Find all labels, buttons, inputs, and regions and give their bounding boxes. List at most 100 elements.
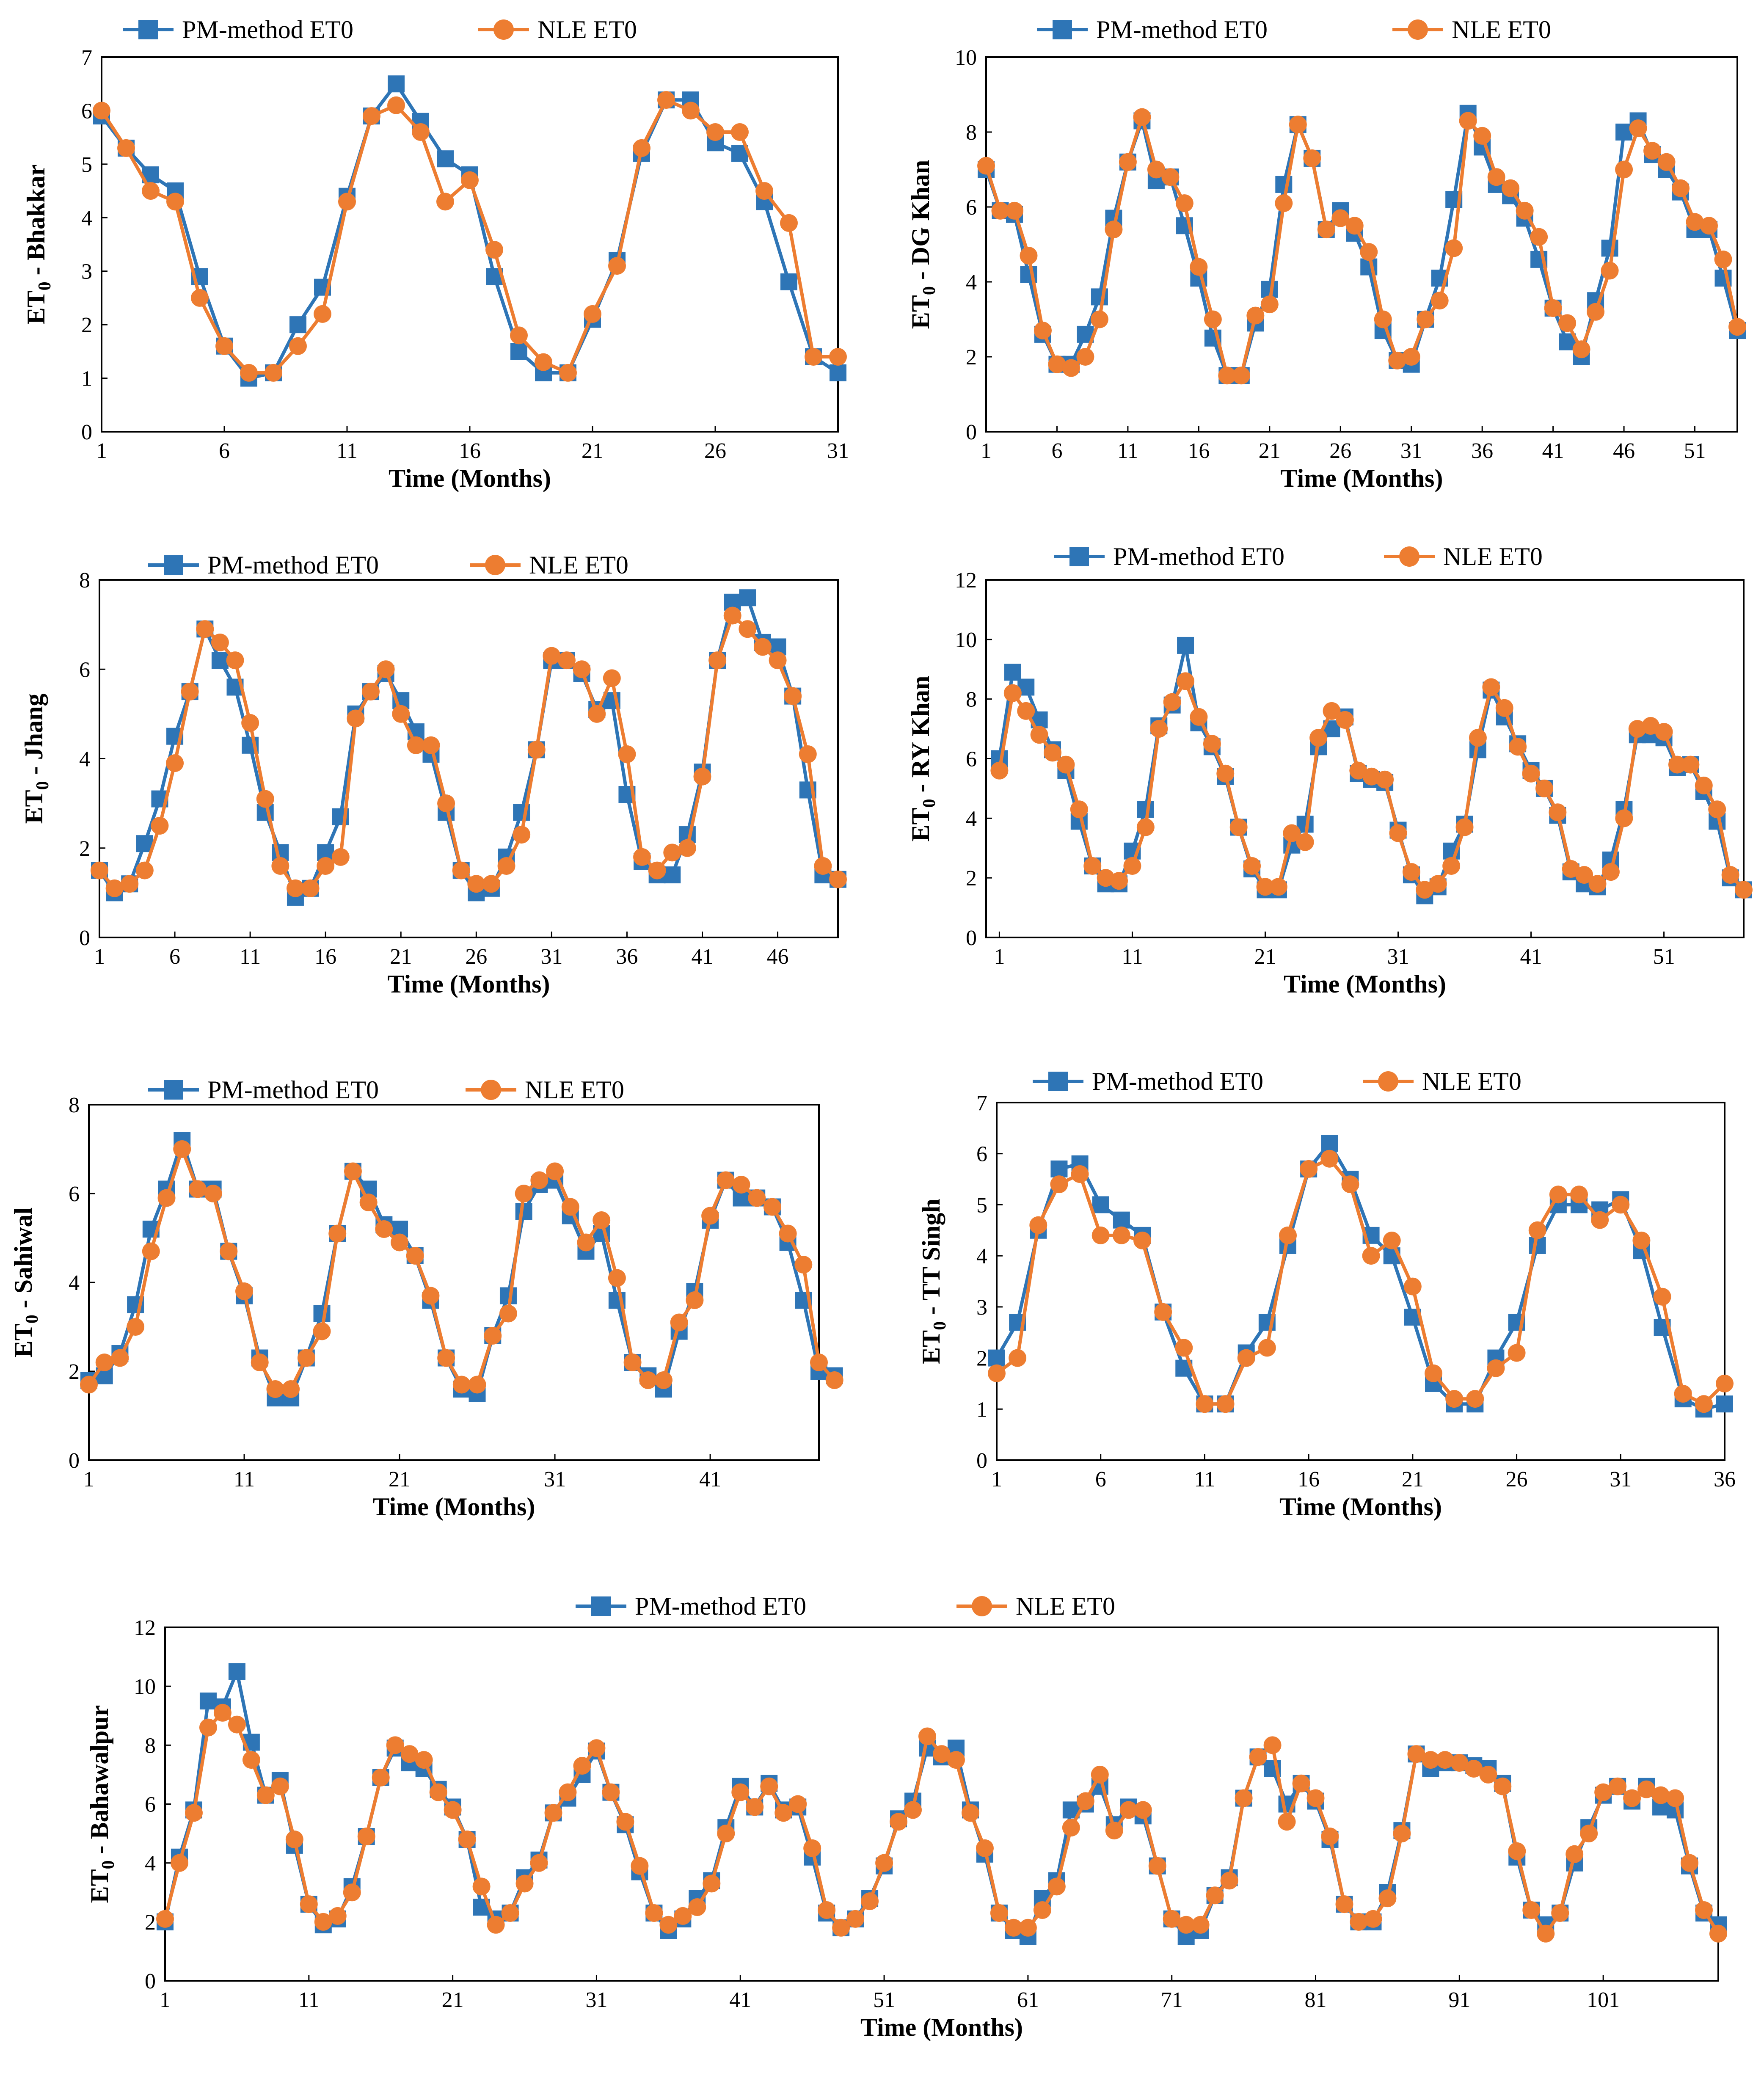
- data-point-nle: [1551, 1904, 1569, 1922]
- data-point-nle: [1430, 292, 1449, 310]
- data-point-nle: [1044, 744, 1062, 762]
- data-point-nle: [256, 790, 274, 808]
- x-tick-label: 1: [981, 439, 992, 463]
- data-point-pm: [199, 1692, 217, 1709]
- data-point-nle: [1383, 1231, 1401, 1249]
- data-point-nle: [127, 1318, 145, 1336]
- data-point-nle: [391, 1233, 409, 1252]
- x-tick-label: 1: [94, 945, 105, 969]
- data-point-nle: [300, 1895, 318, 1913]
- data-point-nle: [1686, 213, 1704, 231]
- data-point-nle: [1105, 221, 1123, 239]
- data-point-nle: [461, 171, 479, 189]
- y-tick-label: 6: [976, 1142, 987, 1166]
- x-tick-label: 6: [219, 439, 230, 463]
- data-point-nle: [1714, 250, 1732, 268]
- y-tick-label: 6: [79, 658, 90, 682]
- data-point-nle: [156, 1910, 174, 1928]
- y-axis-title: ET0 - Bhakkar: [22, 165, 55, 325]
- data-point-nle: [1309, 729, 1328, 747]
- data-point-nle: [142, 182, 160, 200]
- y-tick-label: 1: [976, 1398, 987, 1422]
- data-point-nle: [1436, 1751, 1454, 1769]
- data-point-nle: [1070, 800, 1088, 819]
- data-point-nle: [1029, 1216, 1047, 1234]
- data-point-nle: [1033, 1901, 1051, 1919]
- y-axis-title-prefix: ET: [85, 1869, 113, 1903]
- data-point-nle: [170, 1854, 188, 1872]
- x-tick-label: 11: [1194, 1467, 1215, 1492]
- data-point-nle: [805, 348, 822, 366]
- data-point-nle: [422, 1287, 440, 1305]
- data-point-nle: [1695, 776, 1713, 794]
- x-tick-label: 51: [1653, 945, 1675, 969]
- data-point-nle: [1695, 1901, 1713, 1919]
- data-point-nle: [1258, 1339, 1276, 1357]
- data-point-nle: [1442, 857, 1461, 875]
- series-line-nle: [984, 115, 1739, 378]
- x-tick-label: 71: [1161, 1988, 1183, 2012]
- data-point-nle: [1350, 1913, 1368, 1931]
- data-point-nle: [1133, 108, 1151, 126]
- data-point-nle: [266, 1380, 284, 1398]
- data-point-nle: [829, 870, 847, 888]
- y-tick-label: 8: [145, 1734, 156, 1758]
- data-point-nle: [527, 741, 546, 759]
- data-point-nle: [1148, 1857, 1166, 1875]
- data-point-nle: [755, 182, 773, 200]
- data-point-nle: [1653, 1287, 1671, 1306]
- data-point-nle: [1047, 1877, 1066, 1896]
- data-point-nle: [1652, 1786, 1670, 1804]
- data-point-nle: [1218, 367, 1236, 385]
- data-point-nle: [587, 1739, 606, 1757]
- y-tick-label: 7: [976, 1091, 987, 1115]
- x-tick-label: 61: [1017, 1988, 1039, 2012]
- data-point-nle: [846, 1910, 865, 1928]
- data-point-nle: [111, 1349, 129, 1367]
- data-point-nle: [1566, 1845, 1584, 1863]
- data-point-nle: [181, 683, 199, 701]
- data-point-nle: [1249, 1748, 1267, 1766]
- data-point-nle: [188, 1180, 207, 1198]
- data-point-nle: [1445, 1390, 1464, 1408]
- data-point-nle: [559, 364, 577, 382]
- data-point-nle: [1335, 1895, 1353, 1913]
- data-point-nle: [861, 1892, 879, 1911]
- data-point-nle: [515, 1185, 533, 1202]
- data-point-nle: [1721, 866, 1739, 884]
- data-point-nle: [810, 1354, 828, 1371]
- y-axis-title-subscript: 0: [920, 799, 939, 808]
- y-tick-label: 4: [966, 807, 977, 831]
- y-axis-title-suffix: - RY Khan: [907, 676, 934, 799]
- data-point-nle: [904, 1801, 922, 1819]
- square-marker-icon: [591, 1596, 611, 1616]
- data-point-nle: [1643, 142, 1662, 160]
- y-tick-label: 12: [134, 1616, 156, 1640]
- data-point-nle: [1050, 1175, 1068, 1194]
- data-point-nle: [1076, 1792, 1094, 1810]
- data-point-pm: [1092, 1196, 1109, 1213]
- data-point-nle: [142, 1242, 160, 1260]
- square-marker-icon: [1053, 20, 1072, 39]
- data-point-nle: [242, 1751, 260, 1769]
- x-axis-title: Time (Months): [388, 970, 550, 998]
- data-point-nle: [1019, 1919, 1037, 1937]
- x-tick-label: 1: [994, 945, 1005, 969]
- circle-marker-icon: [1399, 546, 1419, 567]
- data-point-nle: [1508, 1842, 1526, 1860]
- y-tick-label: 2: [966, 866, 977, 890]
- data-point-nle: [1083, 857, 1102, 875]
- data-point-nle: [1062, 359, 1080, 377]
- data-point-nle: [452, 1376, 471, 1394]
- y-axis-title-subscript: 0: [35, 281, 55, 290]
- data-point-nle: [559, 1783, 577, 1801]
- data-point-nle: [285, 1831, 303, 1848]
- y-axis-title-prefix: ET: [917, 1330, 945, 1364]
- data-point-nle: [1402, 863, 1420, 881]
- data-point-nle: [204, 1185, 222, 1202]
- y-tick-label: 8: [79, 568, 90, 593]
- x-tick-label: 21: [390, 945, 412, 969]
- y-tick-label: 0: [966, 420, 977, 444]
- x-tick-label: 31: [1610, 1467, 1632, 1492]
